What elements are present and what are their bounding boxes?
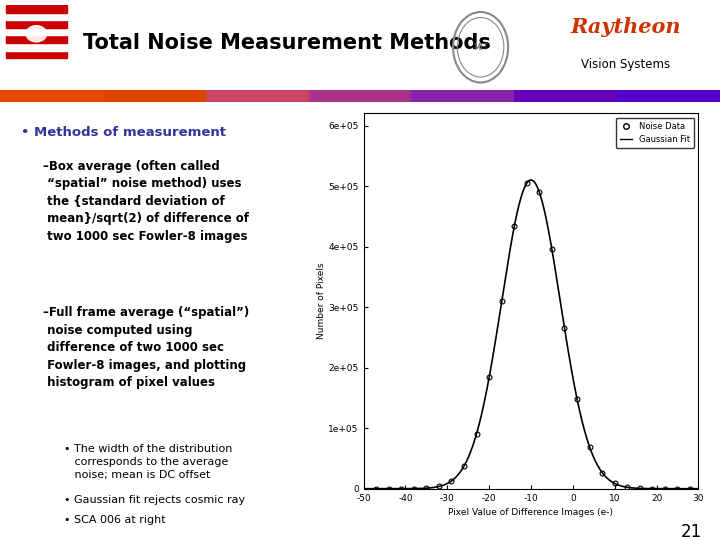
Text: • The width of the distribution
   corresponds to the average
   noise; mean is : • The width of the distribution correspo…: [64, 444, 233, 480]
Bar: [206, 90, 309, 102]
Noise Data: [498, 298, 506, 305]
Noise Data: [422, 485, 431, 491]
Text: Total Noise Measurement Methods: Total Noise Measurement Methods: [83, 33, 491, 53]
Noise Data: [661, 485, 670, 492]
Noise Data: [535, 189, 544, 195]
Text: –Box average (often called
 “spatial” noise method) uses
 the {standard deviatio: –Box average (often called “spatial” noi…: [43, 160, 249, 242]
Bar: [6, 21, 67, 28]
Bar: [411, 90, 514, 102]
Noise Data: [372, 485, 380, 492]
Gaussian Fit: [446, 479, 454, 485]
Gaussian Fit: [612, 481, 621, 488]
Noise Data: [435, 483, 444, 490]
Bar: [6, 5, 67, 13]
Gaussian Fit: [583, 438, 592, 444]
Gaussian Fit: [359, 485, 368, 492]
Bar: [6, 28, 67, 36]
Noise Data: [572, 396, 581, 402]
Noise Data: [648, 485, 657, 492]
Noise Data: [447, 478, 456, 484]
Noise Data: [611, 480, 619, 487]
Noise Data: [485, 374, 493, 381]
Gaussian Fit: [510, 219, 519, 226]
Text: Vision Systems: Vision Systems: [581, 58, 670, 71]
Bar: [617, 90, 720, 102]
Text: • Methods of measurement: • Methods of measurement: [22, 126, 227, 139]
Bar: [6, 36, 67, 43]
Noise Data: [548, 246, 557, 253]
X-axis label: Pixel Value of Difference Images (e-): Pixel Value of Difference Images (e-): [449, 508, 613, 517]
Bar: [309, 90, 411, 102]
Noise Data: [673, 485, 682, 492]
Gaussian Fit: [418, 485, 427, 491]
Noise Data: [523, 180, 531, 186]
Text: Raytheon: Raytheon: [570, 17, 681, 37]
Bar: [103, 90, 206, 102]
Ellipse shape: [26, 25, 47, 42]
Bar: [514, 90, 617, 102]
Gaussian Fit: [694, 485, 703, 492]
Y-axis label: Number of Pixels: Number of Pixels: [317, 263, 325, 339]
Noise Data: [410, 485, 418, 492]
Noise Data: [472, 430, 481, 437]
Line: Gaussian Fit: Gaussian Fit: [364, 180, 698, 489]
Bar: [6, 51, 67, 58]
Text: • SCA 006 at right: • SCA 006 at right: [64, 515, 166, 525]
Text: James Webb
Space Telescope: James Webb Space Telescope: [14, 66, 59, 77]
Gaussian Fit: [526, 177, 535, 183]
Bar: [0, 90, 103, 102]
Bar: [6, 13, 67, 21]
Line: Noise Data: Noise Data: [374, 181, 693, 491]
Noise Data: [560, 325, 569, 331]
Text: –Full frame average (“spatial”)
 noise computed using
 difference of two 1000 se: –Full frame average (“spatial”) noise co…: [43, 306, 249, 389]
Legend: Noise Data, Gaussian Fit: Noise Data, Gaussian Fit: [616, 118, 694, 148]
Text: 21: 21: [680, 523, 702, 540]
Text: MIT: MIT: [473, 43, 488, 52]
Noise Data: [460, 463, 469, 469]
Noise Data: [623, 484, 631, 490]
Gaussian Fit: [557, 306, 566, 312]
Noise Data: [636, 485, 644, 491]
Text: • Gaussian fit rejects cosmic ray: • Gaussian fit rejects cosmic ray: [64, 495, 246, 504]
Noise Data: [685, 485, 694, 492]
Noise Data: [585, 444, 594, 450]
Noise Data: [397, 485, 405, 492]
Bar: [6, 43, 67, 51]
Noise Data: [598, 469, 606, 476]
Noise Data: [384, 485, 393, 492]
Noise Data: [510, 223, 518, 230]
